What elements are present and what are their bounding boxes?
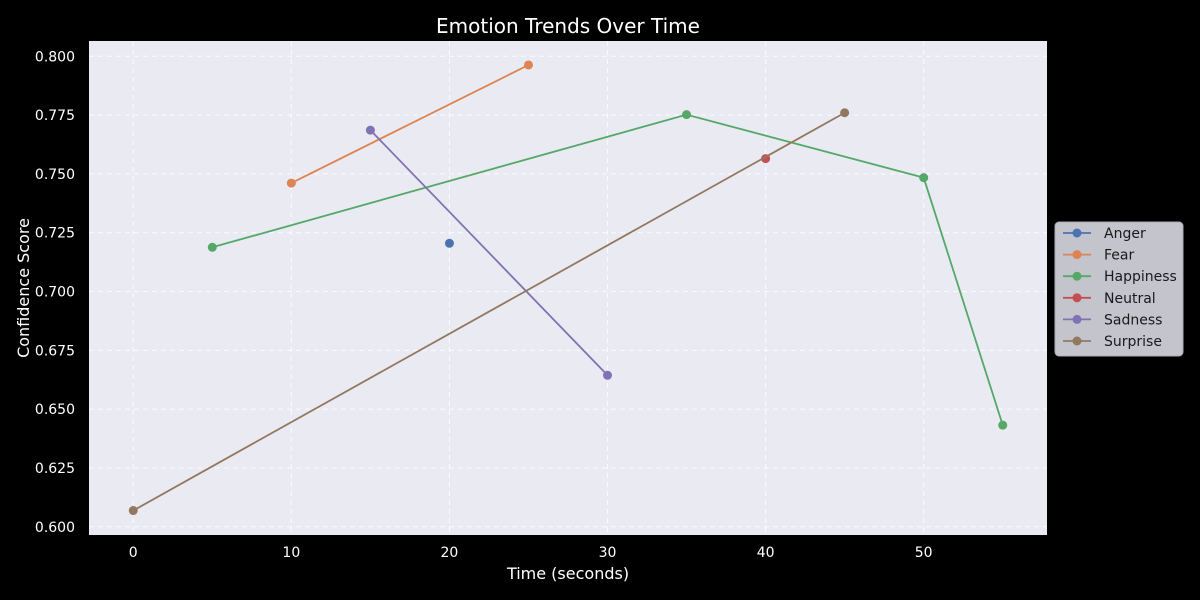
data-point-happiness — [682, 110, 692, 120]
y-tick-label: 0.600 — [35, 520, 75, 536]
legend: Anger Fear Happiness Neutral Sadness Surprise — [1054, 221, 1184, 357]
legend-label-sadness: Sadness — [1104, 312, 1162, 328]
data-point-anger — [444, 238, 454, 248]
x-tick-label: 0 — [129, 545, 138, 561]
legend-item-happiness: Happiness — [1063, 269, 1177, 285]
legend-item-anger: Anger — [1063, 226, 1146, 242]
legend-label-fear: Fear — [1104, 248, 1134, 264]
series-line-fear — [290, 64, 529, 184]
legend-label-surprise: Surprise — [1104, 334, 1162, 350]
legend-item-fear: Fear — [1063, 248, 1134, 264]
y-tick-label: 0.800 — [35, 49, 75, 65]
y-tick-label: 0.700 — [35, 285, 75, 301]
data-point-fear — [286, 178, 296, 188]
data-point-sadness — [603, 370, 613, 380]
series-sadness — [365, 125, 613, 380]
x-axis-ticks: 0 10 20 30 40 50 — [129, 545, 933, 561]
legend-label-happiness: Happiness — [1104, 269, 1177, 285]
series-line-surprise — [132, 111, 846, 512]
legend-item-surprise: Surprise — [1063, 334, 1162, 350]
y-tick-label: 0.675 — [35, 343, 75, 359]
series-happiness — [207, 110, 1008, 430]
x-tick-label: 20 — [441, 545, 459, 561]
series-anger — [444, 238, 454, 248]
legend-item-sadness: Sadness — [1063, 312, 1162, 328]
legend-label-neutral: Neutral — [1104, 291, 1156, 307]
x-axis-label: Time (seconds) — [506, 564, 629, 583]
series-surprise — [128, 108, 850, 516]
x-tick-label: 30 — [599, 545, 617, 561]
y-tick-label: 0.750 — [35, 167, 75, 183]
data-point-surprise — [840, 108, 850, 118]
x-tick-label: 40 — [757, 545, 775, 561]
y-axis-ticks: 0.600 0.625 0.650 0.675 0.700 0.725 0.750 0.775… — [35, 49, 75, 535]
y-tick-label: 0.725 — [35, 226, 75, 242]
y-axis-label: Confidence Score — [14, 218, 33, 358]
legend-marker-fear — [1072, 250, 1082, 260]
legend-label-anger: Anger — [1104, 226, 1146, 242]
legend-marker-anger — [1072, 228, 1082, 238]
data-point-surprise — [128, 506, 138, 516]
legend-marker-surprise — [1072, 336, 1082, 346]
data-point-happiness — [998, 420, 1008, 430]
y-tick-label: 0.650 — [35, 402, 75, 418]
y-tick-label: 0.775 — [35, 108, 75, 124]
series-line-happiness — [212, 113, 1004, 426]
series-line-sadness — [369, 129, 609, 376]
data-point-happiness — [207, 242, 217, 252]
data-point-happiness — [919, 173, 929, 183]
data-point-sadness — [365, 125, 375, 135]
chart-title: Emotion Trends Over Time — [436, 14, 700, 38]
data-point-fear — [523, 60, 533, 70]
y-tick-label: 0.625 — [35, 461, 75, 477]
series-layer — [128, 60, 1008, 516]
grid — [89, 41, 1047, 535]
x-tick-label: 10 — [282, 545, 300, 561]
series-fear — [286, 60, 533, 188]
legend-marker-sadness — [1072, 314, 1082, 324]
legend-marker-neutral — [1072, 293, 1082, 303]
x-tick-label: 50 — [915, 545, 933, 561]
plot-background — [89, 41, 1047, 535]
legend-item-neutral: Neutral — [1063, 291, 1156, 307]
legend-marker-happiness — [1072, 271, 1082, 281]
